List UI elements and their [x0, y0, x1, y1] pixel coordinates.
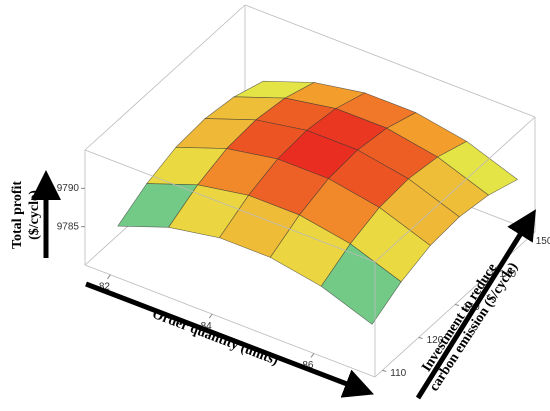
box-edge [244, 4, 536, 118]
z-tick-label: 9785 [57, 221, 80, 232]
z-axis-label: ($/cycle) [27, 190, 42, 240]
y-tick-label: 110 [390, 368, 406, 379]
y-tick [454, 304, 460, 306]
x-tick [310, 353, 315, 358]
box-edge [84, 264, 376, 378]
x-tick [107, 274, 111, 280]
y-tick [527, 238, 532, 241]
y-tick-label: 140 [499, 269, 516, 280]
x-axis-arrow [85, 281, 375, 398]
box-edge [374, 116, 536, 263]
box-edge [84, 4, 246, 151]
surface [117, 80, 519, 325]
y-tick [418, 336, 423, 339]
x-tick-label: 86 [302, 360, 314, 371]
y-tick-label: 150 [536, 236, 550, 247]
x-tick [208, 313, 213, 319]
y-tick [382, 369, 387, 372]
x-axis-label: Order quantity (units) [150, 307, 280, 369]
y-tick-label: 120 [427, 335, 444, 346]
box-edge [84, 149, 376, 263]
x-tick-label: 82 [99, 281, 111, 292]
surface-patch [320, 243, 402, 325]
y-axis-arrow [415, 209, 536, 400]
y-axis-label: carbon emission ($/cycle) [427, 260, 522, 394]
z-axis-label: Total profit [10, 181, 25, 249]
z-tick-label: 9790 [57, 183, 80, 194]
x-tick-label: 84 [201, 321, 213, 332]
